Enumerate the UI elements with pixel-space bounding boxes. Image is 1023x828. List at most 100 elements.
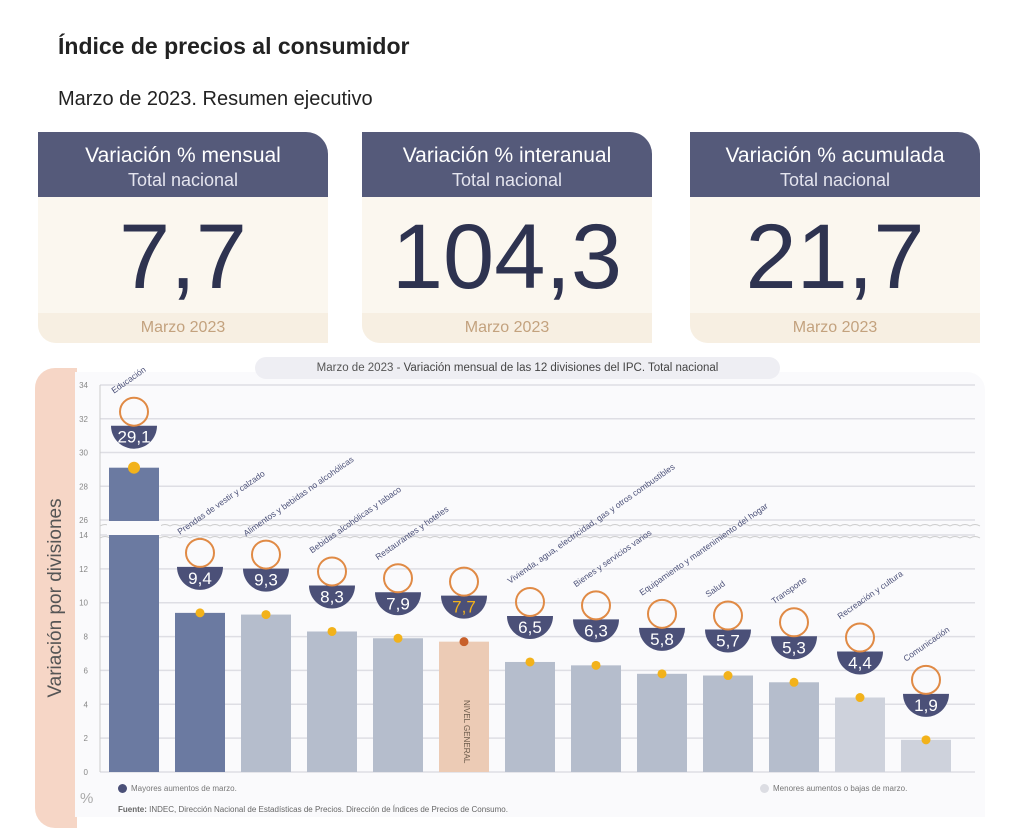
bar — [175, 612, 225, 772]
value-badge — [903, 693, 949, 717]
card-value: 7,7 — [119, 206, 247, 308]
value-badge — [639, 627, 685, 651]
bar — [769, 682, 819, 772]
legend-right-text: Menores aumentos o bajas de marzo. — [773, 784, 908, 793]
value-badge — [573, 619, 619, 643]
value-label: 5,3 — [782, 638, 806, 657]
bar — [307, 631, 357, 772]
card-value: 21,7 — [745, 206, 925, 308]
category-label: Recreación y cultura — [835, 568, 904, 621]
bar — [703, 675, 753, 772]
category-label: Equipamiento y mantenimiento del hogar — [637, 501, 769, 598]
category-icon — [647, 598, 677, 629]
category-icon — [251, 539, 281, 570]
y-tick-label: 28 — [79, 482, 88, 491]
value-label: 6,3 — [584, 621, 608, 640]
bar — [373, 638, 423, 772]
y-tick-label: 34 — [79, 381, 88, 390]
y-tick-label: 6 — [84, 666, 89, 675]
y-tick-label: 0 — [84, 768, 89, 777]
page-subtitle: Marzo de 2023. Resumen ejecutivo — [58, 88, 373, 110]
chart-title-text: Variación mensual de las 12 divisiones d… — [403, 362, 719, 374]
category-icon — [449, 566, 479, 597]
card-title: Variación % mensual — [85, 144, 281, 167]
card-yearly: Variación % interanual Total nacional 104… — [362, 132, 652, 343]
value-marker — [393, 633, 403, 643]
category-label: Educación — [109, 364, 147, 395]
value-marker — [855, 693, 865, 703]
value-label: 7,9 — [386, 594, 410, 613]
source-text: INDEC, Dirección Nacional de Estadística… — [146, 805, 508, 814]
value-badge — [309, 585, 355, 609]
source-label: Fuente: — [118, 805, 147, 814]
category-icon — [581, 590, 611, 621]
y-tick-label: 12 — [79, 565, 88, 574]
card-title: Variación % interanual — [402, 144, 612, 167]
category-icon — [911, 664, 941, 695]
y-tick-label: 32 — [79, 415, 88, 424]
value-label: 6,5 — [518, 618, 542, 637]
y-tick-label: 26 — [79, 516, 88, 525]
value-label: 5,8 — [650, 630, 674, 649]
page-title: Índice de precios al consumidor — [58, 33, 410, 59]
value-marker — [657, 669, 667, 679]
card-monthly: Variación % mensual Total nacional 7,7 Mar… — [38, 132, 328, 343]
category-icon — [515, 586, 545, 617]
value-badge — [771, 636, 817, 660]
category-label: Transporte — [769, 574, 808, 606]
y-axis-label-panel: Variación por divisiones — [35, 368, 77, 828]
bar-break-gap — [107, 521, 161, 535]
value-label: 9,3 — [254, 571, 278, 590]
source-note: Fuente: INDEC, Dirección Nacional de Est… — [118, 805, 508, 814]
value-marker — [459, 637, 469, 647]
category-label: Salud — [703, 578, 727, 599]
y-tick-label: 8 — [84, 633, 89, 642]
bar — [505, 661, 555, 772]
value-marker — [327, 626, 337, 636]
bar — [241, 614, 291, 772]
bar — [637, 673, 687, 772]
legend-dot-icon — [118, 784, 127, 793]
card-title: Variación % acumulada — [725, 144, 945, 167]
value-badge — [111, 425, 157, 449]
value-badge — [177, 566, 223, 590]
category-icon — [845, 622, 875, 653]
legend-dot-icon — [760, 784, 769, 793]
value-label: 7,7 — [452, 598, 476, 617]
value-label: 9,4 — [188, 569, 212, 588]
value-badge — [705, 629, 751, 653]
category-icon — [317, 556, 347, 587]
value-badge — [837, 651, 883, 675]
value-marker — [591, 660, 601, 670]
value-label: 1,9 — [914, 696, 938, 715]
category-icon — [713, 600, 743, 631]
category-icon — [383, 563, 413, 594]
value-marker — [128, 461, 140, 474]
bar — [439, 641, 489, 772]
y-tick-label: 2 — [84, 734, 89, 743]
card-value: 104,3 — [391, 206, 623, 308]
card-subtitle: Total nacional — [451, 170, 563, 190]
value-label: 5,7 — [716, 632, 740, 651]
axis-break-line — [99, 536, 981, 539]
category-icon — [185, 537, 215, 568]
value-marker — [789, 677, 799, 687]
axis-break-line — [99, 524, 981, 527]
value-marker — [195, 608, 205, 618]
legend-right: Menores aumentos o bajas de marzo. — [760, 784, 907, 793]
card-subtitle: Total nacional — [127, 170, 239, 190]
legend-left-text: Mayores aumentos de marzo. — [131, 784, 237, 793]
category-label: Restaurantes y hoteles — [373, 504, 450, 562]
value-label: 8,3 — [320, 587, 344, 606]
value-badge — [507, 615, 553, 639]
general-level-label: NIVEL GENERAL — [462, 700, 471, 764]
category-icon — [779, 607, 809, 638]
value-label: 4,4 — [848, 654, 872, 673]
card-accumulated: Variación % acumulada Total nacional 21,7… — [690, 132, 980, 343]
y-unit: % — [80, 790, 94, 807]
value-marker — [921, 735, 931, 745]
card-period: Marzo 2023 — [38, 313, 328, 343]
bar — [835, 697, 885, 772]
y-tick-label: 4 — [84, 700, 89, 709]
